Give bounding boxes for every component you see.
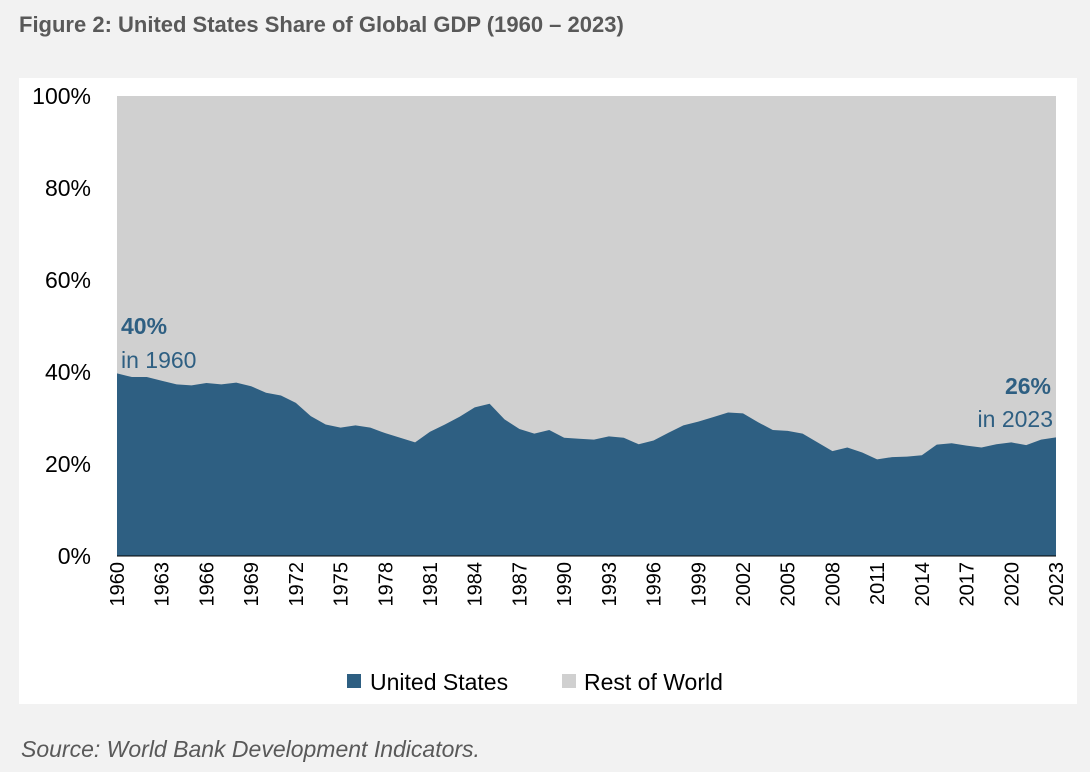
x-tick-label: 1966 xyxy=(196,562,218,607)
x-tick-label: 1975 xyxy=(331,562,353,607)
y-tick-label: 0% xyxy=(58,543,91,569)
annotation-2023-label: in 2023 xyxy=(978,406,1053,432)
annotation-1960-label: in 1960 xyxy=(121,347,196,373)
x-tick-label: 2014 xyxy=(912,562,934,607)
y-tick-label: 40% xyxy=(45,359,91,385)
source-note: Source: World Bank Development Indicator… xyxy=(21,736,480,762)
x-tick-label: 1972 xyxy=(286,562,308,607)
x-tick-label: 1996 xyxy=(644,562,666,607)
chart-panel: 0% 20% 40% 60% 80% 100% 1960 1963 1966 1969 1972 1… xyxy=(19,78,1077,704)
figure-title: Figure 2: United States Share of Global … xyxy=(19,12,624,37)
y-axis: 0% 20% 40% 60% 80% 100% xyxy=(32,83,91,569)
annotations: 40% in 1960 26% in 2023 xyxy=(121,313,1053,432)
plot-area xyxy=(117,96,1056,556)
x-tick-label: 1987 xyxy=(509,562,531,607)
y-tick-label: 20% xyxy=(45,451,91,477)
x-tick-label: 2011 xyxy=(867,562,889,605)
legend-label-rest-of-world: Rest of World xyxy=(584,669,723,695)
x-tick-label: 1999 xyxy=(688,562,710,607)
x-tick-label: 2017 xyxy=(957,562,979,607)
legend-swatch-rest-of-world xyxy=(562,674,576,688)
x-tick-label: 1990 xyxy=(554,562,576,607)
x-axis: 1960 1963 1966 1969 1972 1975 1978 1981 1984 1987… xyxy=(107,555,1068,607)
annotation-1960-value: 40% xyxy=(121,313,167,339)
legend-label-united-states: United States xyxy=(370,669,508,695)
x-tick-label: 1969 xyxy=(241,562,263,607)
x-tick-label: 2023 xyxy=(1046,562,1068,607)
x-tick-label: 1984 xyxy=(465,562,487,607)
y-tick-label: 100% xyxy=(32,83,91,109)
united-states-area xyxy=(117,373,1056,556)
x-tick-label: 2005 xyxy=(778,562,800,607)
x-tick-label: 2002 xyxy=(733,562,755,607)
legend-swatch-united-states xyxy=(347,674,361,688)
x-tick-label: 1993 xyxy=(599,562,621,607)
y-tick-label: 60% xyxy=(45,267,91,293)
x-tick-label: 1978 xyxy=(375,562,397,607)
x-tick-label: 1960 xyxy=(107,562,129,607)
annotation-2023-value: 26% xyxy=(1005,373,1051,399)
x-tick-label: 2008 xyxy=(822,562,844,607)
legend: United States Rest of World xyxy=(347,669,723,695)
gdp-share-area-chart: 0%20%40%60%80%100% 1960 1963 1966 1969 1972 1… xyxy=(32,83,1068,695)
x-tick-label: 1963 xyxy=(152,562,174,607)
x-tick-label: 2020 xyxy=(1001,562,1023,607)
y-tick-label: 80% xyxy=(45,175,91,201)
x-tick-label: 1981 xyxy=(420,562,442,607)
